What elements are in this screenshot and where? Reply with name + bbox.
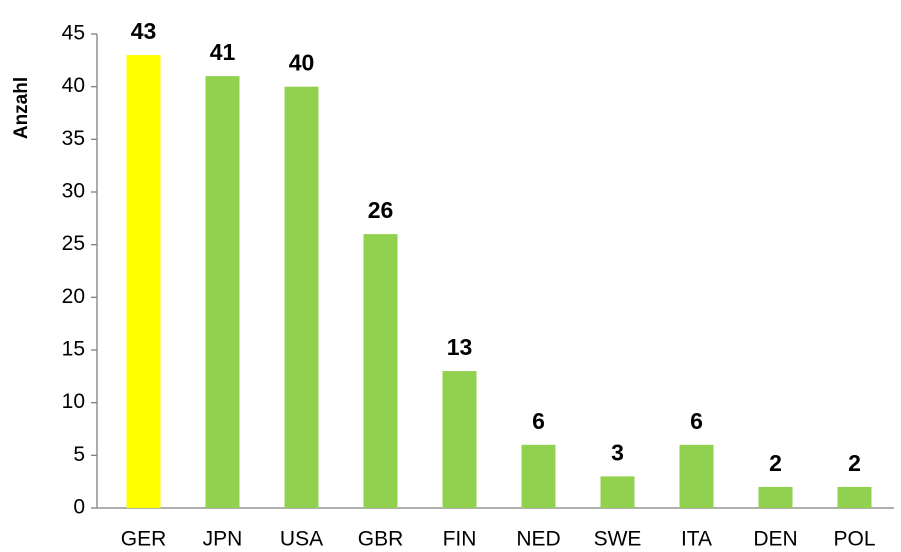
x-tick-label: ITA bbox=[681, 528, 712, 551]
y-tick-label: 45 bbox=[62, 22, 85, 45]
x-tick-label: NED bbox=[516, 528, 560, 551]
x-tick-label: USA bbox=[280, 528, 323, 551]
value-label: 2 bbox=[848, 450, 861, 476]
bar bbox=[126, 55, 161, 509]
value-label: 43 bbox=[131, 18, 157, 44]
bar bbox=[205, 76, 240, 508]
bar bbox=[521, 444, 556, 508]
x-tick-label: SWE bbox=[594, 528, 642, 551]
y-tick-label: 10 bbox=[62, 390, 85, 413]
x-tick-label: POL bbox=[833, 528, 875, 551]
y-tick-label: 25 bbox=[62, 232, 85, 255]
bar bbox=[442, 371, 477, 508]
value-label: 6 bbox=[532, 408, 545, 434]
bar bbox=[284, 86, 319, 509]
bar bbox=[837, 486, 872, 508]
y-tick-label: 30 bbox=[62, 180, 85, 203]
y-tick-label: 5 bbox=[73, 443, 85, 466]
x-tick-label: JPN bbox=[203, 528, 243, 551]
value-label: 41 bbox=[210, 39, 236, 65]
y-tick-label: 20 bbox=[62, 285, 85, 308]
bar bbox=[363, 234, 398, 508]
value-label: 6 bbox=[690, 408, 703, 434]
value-label: 40 bbox=[289, 50, 315, 76]
x-tick-label: GBR bbox=[358, 528, 404, 551]
x-tick-label: FIN bbox=[443, 528, 477, 551]
bar bbox=[758, 486, 793, 508]
value-label: 26 bbox=[368, 197, 394, 223]
y-tick-label: 40 bbox=[62, 74, 85, 97]
value-label: 2 bbox=[769, 450, 782, 476]
value-label: 13 bbox=[447, 334, 473, 360]
value-label: 3 bbox=[611, 439, 624, 465]
y-tick-label: 15 bbox=[62, 338, 85, 361]
y-tick-label: 0 bbox=[73, 496, 85, 519]
x-tick-label: GER bbox=[121, 528, 167, 551]
y-axis-label: Anzahl bbox=[11, 77, 32, 139]
y-tick-label: 35 bbox=[62, 127, 85, 150]
bar bbox=[679, 444, 714, 508]
x-tick-label: DEN bbox=[753, 528, 797, 551]
bar bbox=[600, 476, 635, 508]
